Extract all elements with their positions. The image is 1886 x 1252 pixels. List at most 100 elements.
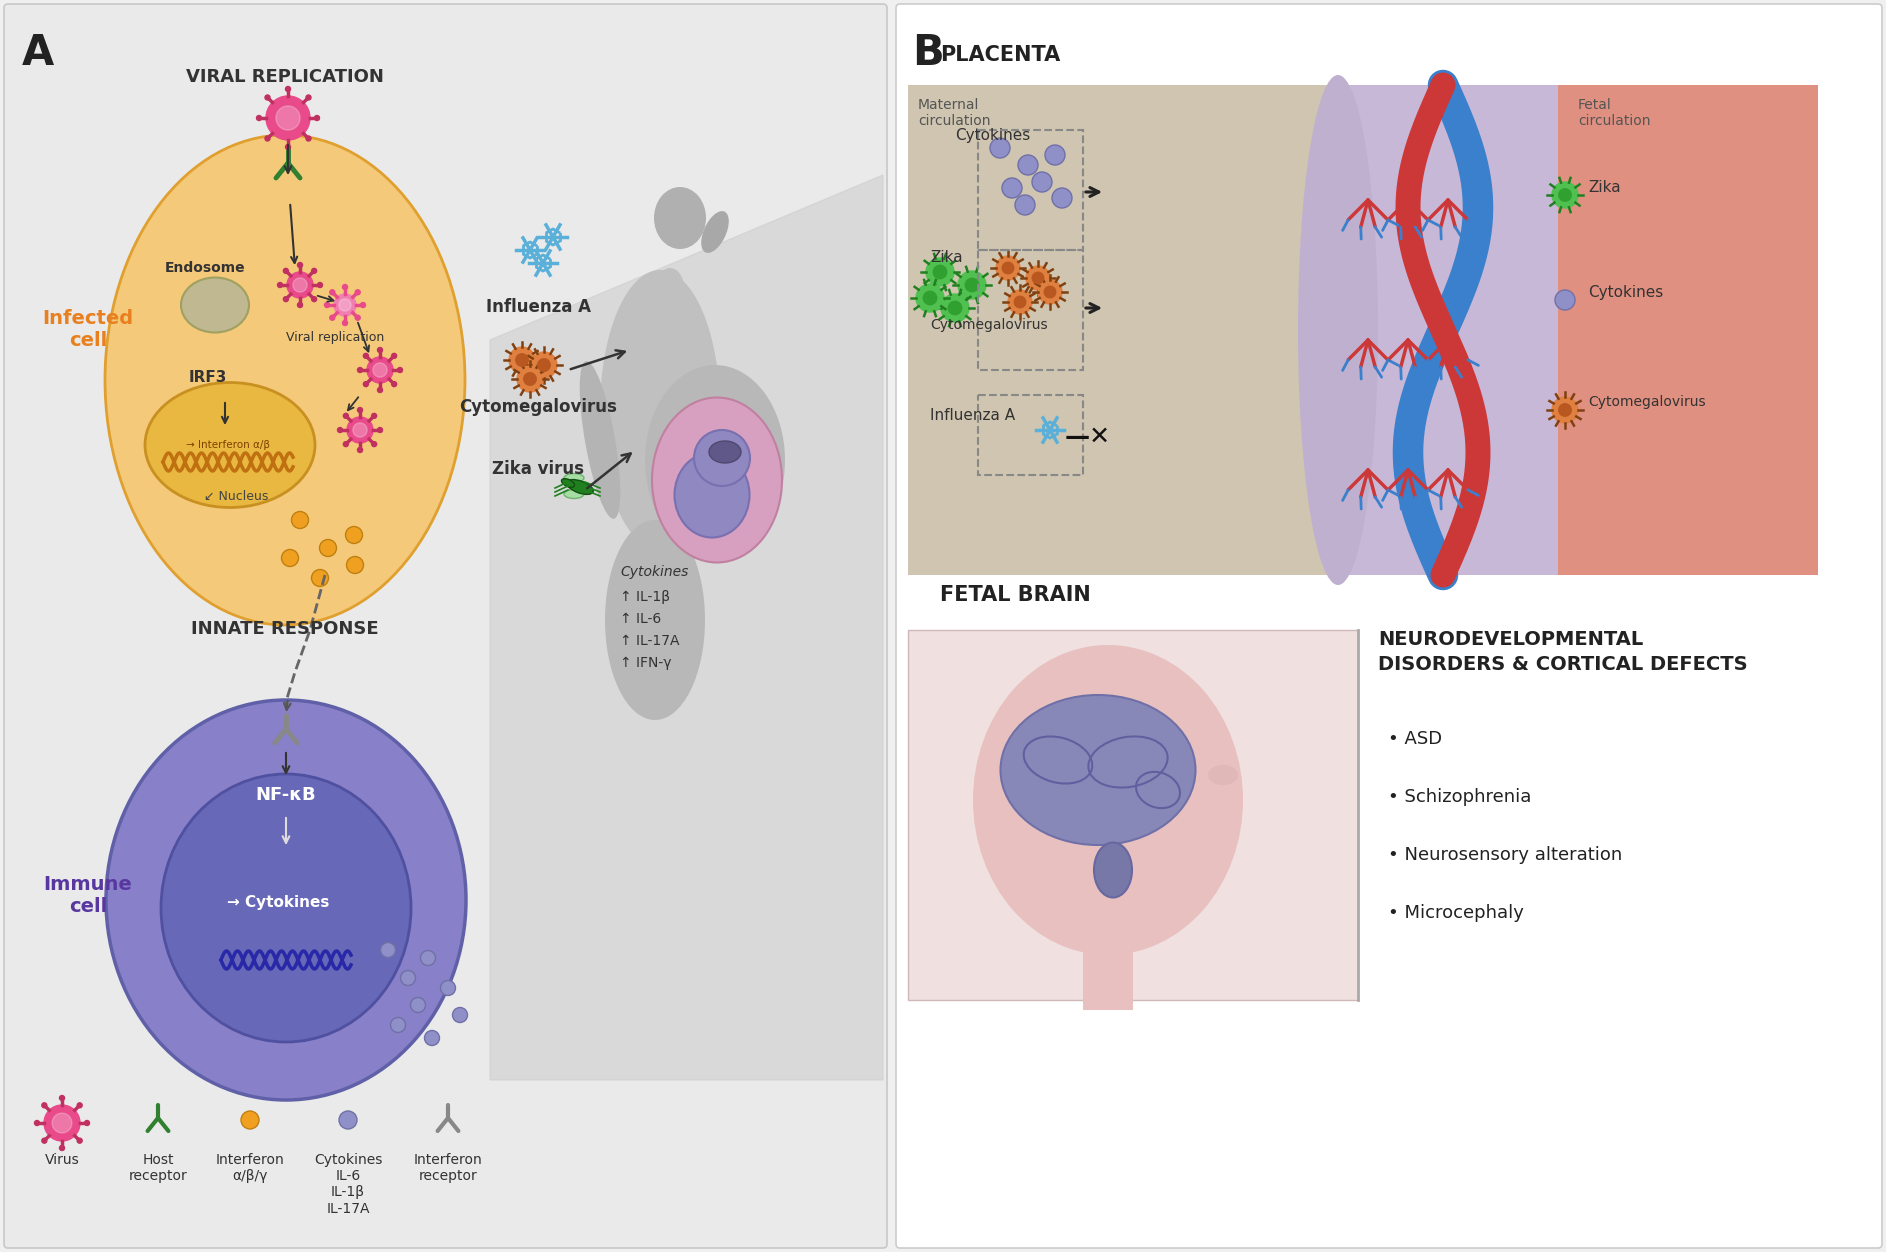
Text: Cytomegalovirus: Cytomegalovirus	[1588, 394, 1705, 409]
Text: Host
receptor: Host receptor	[128, 1153, 187, 1183]
Circle shape	[292, 278, 307, 292]
Text: ↑ IFN-γ: ↑ IFN-γ	[620, 656, 671, 670]
Circle shape	[281, 550, 298, 566]
Circle shape	[377, 348, 383, 353]
Circle shape	[339, 1111, 356, 1129]
Ellipse shape	[566, 480, 594, 495]
Circle shape	[941, 294, 969, 322]
Circle shape	[1552, 182, 1579, 208]
Circle shape	[277, 283, 283, 288]
Ellipse shape	[675, 452, 749, 537]
Circle shape	[392, 382, 396, 387]
Ellipse shape	[160, 774, 411, 1042]
Bar	[1558, 85, 1818, 575]
Circle shape	[317, 283, 323, 288]
Circle shape	[60, 1096, 64, 1101]
Text: Cytomegalovirus: Cytomegalovirus	[930, 318, 1047, 332]
Circle shape	[319, 540, 336, 556]
Ellipse shape	[562, 478, 575, 487]
Text: IRF3: IRF3	[189, 371, 226, 386]
Circle shape	[400, 970, 415, 985]
Circle shape	[287, 272, 313, 298]
Text: ↑ IL-6: ↑ IL-6	[620, 612, 662, 626]
Circle shape	[377, 427, 383, 432]
Text: Cytokines
IL-6
IL-1β
IL-17A: Cytokines IL-6 IL-1β IL-17A	[313, 1153, 383, 1216]
Circle shape	[515, 354, 528, 367]
Bar	[979, 130, 1083, 250]
Circle shape	[424, 1030, 439, 1045]
Circle shape	[398, 368, 402, 373]
Circle shape	[453, 1008, 468, 1023]
Ellipse shape	[645, 366, 785, 555]
Circle shape	[311, 268, 317, 273]
Circle shape	[390, 1018, 405, 1033]
Circle shape	[338, 427, 343, 432]
Circle shape	[256, 115, 262, 120]
Circle shape	[1001, 262, 1015, 274]
Ellipse shape	[145, 383, 315, 507]
Circle shape	[355, 289, 360, 294]
Ellipse shape	[1094, 843, 1132, 898]
Circle shape	[345, 527, 362, 543]
Text: VIRAL REPLICATION: VIRAL REPLICATION	[187, 68, 385, 86]
Circle shape	[509, 347, 536, 373]
Ellipse shape	[600, 270, 720, 550]
Text: → Interferon α/β: → Interferon α/β	[187, 439, 270, 449]
Ellipse shape	[181, 278, 249, 333]
Text: FETAL BRAIN: FETAL BRAIN	[939, 585, 1090, 605]
Circle shape	[949, 302, 962, 314]
Circle shape	[360, 303, 366, 308]
Circle shape	[381, 943, 396, 958]
Circle shape	[364, 353, 368, 358]
FancyBboxPatch shape	[896, 4, 1882, 1248]
Circle shape	[1554, 290, 1575, 310]
Circle shape	[315, 115, 319, 120]
Ellipse shape	[702, 212, 728, 253]
Text: • ASD: • ASD	[1388, 730, 1443, 747]
Circle shape	[266, 136, 270, 141]
Circle shape	[1032, 172, 1052, 192]
Circle shape	[917, 284, 945, 312]
Text: Cytokines: Cytokines	[1588, 285, 1663, 300]
Circle shape	[347, 417, 373, 443]
Circle shape	[1001, 178, 1022, 198]
Text: Endosome: Endosome	[164, 260, 245, 275]
Circle shape	[85, 1121, 89, 1126]
Ellipse shape	[564, 473, 585, 482]
Text: Interferon
receptor: Interferon receptor	[413, 1153, 483, 1183]
Ellipse shape	[1298, 75, 1379, 585]
Ellipse shape	[106, 700, 466, 1101]
Circle shape	[373, 363, 387, 377]
Circle shape	[241, 1111, 258, 1129]
Text: Influenza A: Influenza A	[485, 298, 590, 316]
Circle shape	[266, 95, 270, 100]
Circle shape	[358, 368, 362, 373]
Bar	[1328, 85, 1558, 575]
Ellipse shape	[656, 268, 685, 308]
Circle shape	[934, 265, 947, 279]
Circle shape	[298, 303, 302, 308]
Ellipse shape	[564, 490, 585, 498]
Circle shape	[34, 1121, 40, 1126]
Circle shape	[1032, 272, 1043, 284]
Circle shape	[358, 447, 362, 452]
Circle shape	[532, 352, 556, 378]
Text: • Neurosensory alteration: • Neurosensory alteration	[1388, 846, 1622, 864]
Circle shape	[306, 95, 311, 100]
Ellipse shape	[654, 187, 705, 249]
Ellipse shape	[1000, 695, 1196, 845]
Circle shape	[958, 270, 986, 299]
Circle shape	[283, 297, 289, 302]
Text: ↙ Nucleus: ↙ Nucleus	[204, 490, 268, 503]
Circle shape	[334, 294, 356, 316]
Circle shape	[41, 1138, 47, 1143]
Text: NEURODEVELOPMENTAL
DISORDERS & CORTICAL DEFECTS: NEURODEVELOPMENTAL DISORDERS & CORTICAL …	[1379, 630, 1748, 674]
Circle shape	[1026, 265, 1051, 290]
Ellipse shape	[106, 135, 466, 625]
Circle shape	[343, 413, 349, 418]
Ellipse shape	[1209, 765, 1237, 785]
Circle shape	[524, 373, 536, 386]
Ellipse shape	[579, 361, 620, 518]
Circle shape	[330, 316, 336, 321]
Circle shape	[1037, 280, 1062, 304]
